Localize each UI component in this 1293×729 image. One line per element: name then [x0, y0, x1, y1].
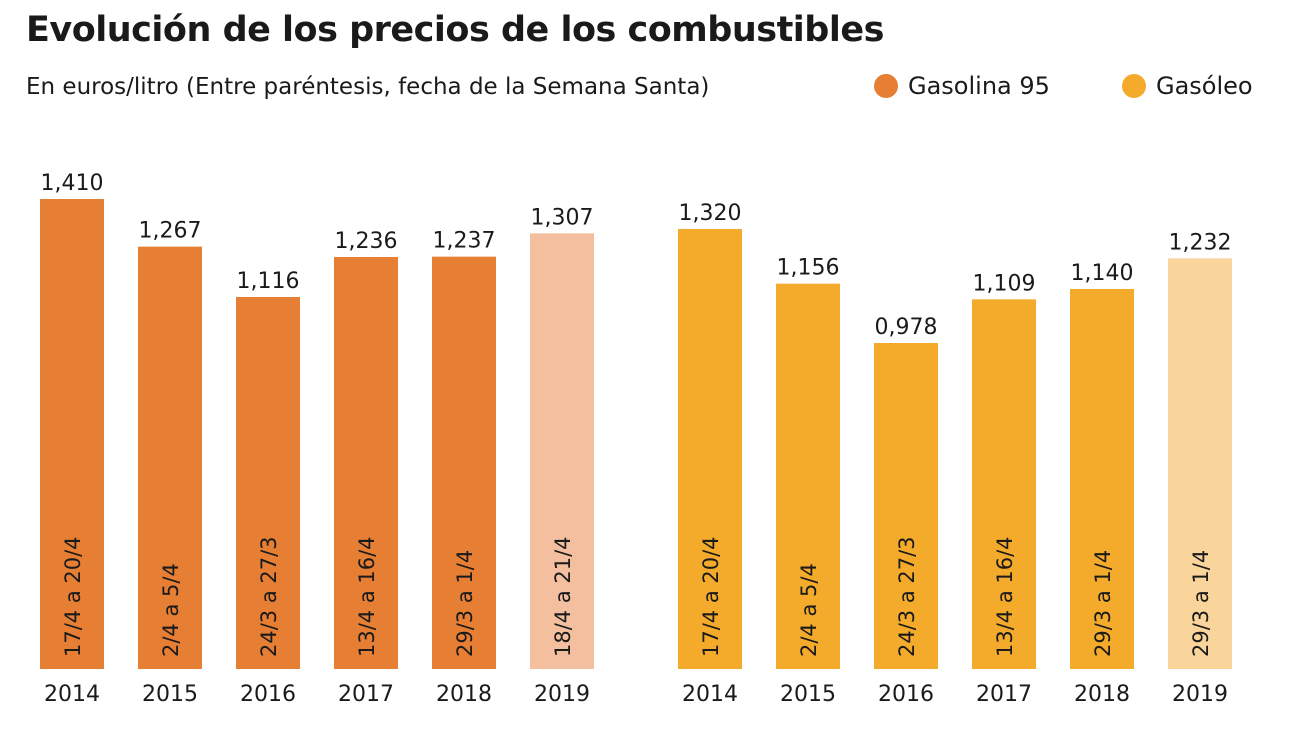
date-label-gasoleo-2018: 29/3 a 1/4: [1091, 550, 1115, 657]
value-label-gasoleo-2016: 0,978: [875, 315, 938, 340]
value-label-gasolina-2018: 1,237: [433, 229, 496, 254]
bar-gasolina-2016: [236, 297, 300, 669]
value-label-gasolina-2016: 1,116: [237, 269, 300, 294]
legend-item-gasolina: Gasolina 95: [874, 72, 1050, 100]
bar-gasoleo-2019: [1168, 258, 1232, 669]
chart-subtitle: En euros/litro (Entre paréntesis, fecha …: [26, 74, 710, 100]
x-tick-gasolina-2016: 2016: [240, 682, 296, 707]
value-label-gasoleo-2017: 1,109: [973, 271, 1036, 296]
legend-swatch-gasoleo: [1122, 74, 1146, 98]
date-label-gasolina-2014: 17/4 a 20/4: [61, 536, 85, 657]
value-label-gasoleo-2014: 1,320: [679, 201, 742, 226]
x-tick-gasolina-2019: 2019: [534, 682, 590, 707]
date-label-gasoleo-2015: 2/4 a 5/4: [797, 563, 821, 657]
value-label-gasolina-2015: 1,267: [139, 219, 202, 244]
x-tick-gasoleo-2015: 2015: [780, 682, 836, 707]
x-tick-gasoleo-2019: 2019: [1172, 682, 1228, 707]
x-tick-gasolina-2014: 2014: [44, 682, 100, 707]
x-tick-gasoleo-2018: 2018: [1074, 682, 1130, 707]
bar-gasolina-2014: [40, 199, 104, 669]
date-label-gasoleo-2016: 24/3 a 27/3: [895, 536, 919, 657]
date-label-gasoleo-2014: 17/4 a 20/4: [699, 536, 723, 657]
date-label-gasolina-2018: 29/3 a 1/4: [453, 550, 477, 657]
bar-gasolina-2018: [432, 256, 496, 669]
x-tick-gasolina-2017: 2017: [338, 682, 394, 707]
bar-gasoleo-2018: [1070, 289, 1134, 669]
x-tick-gasolina-2015: 2015: [142, 682, 198, 707]
legend-item-gasoleo: Gasóleo: [1122, 72, 1253, 100]
x-tick-gasolina-2018: 2018: [436, 682, 492, 707]
date-label-gasolina-2017: 13/4 a 16/4: [355, 536, 379, 657]
date-label-gasolina-2019: 18/4 a 21/4: [551, 536, 575, 657]
x-tick-gasoleo-2017: 2017: [976, 682, 1032, 707]
bar-gasoleo-2015: [776, 283, 840, 669]
value-label-gasolina-2017: 1,236: [335, 229, 398, 254]
date-label-gasoleo-2017: 13/4 a 16/4: [993, 536, 1017, 657]
bar-gasolina-2015: [138, 246, 202, 669]
bar-gasoleo-2017: [972, 299, 1036, 669]
bar-gasoleo-2016: [874, 343, 938, 669]
date-label-gasoleo-2019: 29/3 a 1/4: [1189, 550, 1213, 657]
bar-gasolina-2019: [530, 233, 594, 670]
value-label-gasoleo-2018: 1,140: [1071, 261, 1134, 286]
value-label-gasoleo-2019: 1,232: [1169, 230, 1232, 255]
bar-gasolina-2017: [334, 257, 398, 669]
value-label-gasolina-2019: 1,307: [531, 205, 594, 230]
chart-title: Evolución de los precios de los combusti…: [26, 10, 884, 50]
value-label-gasolina-2014: 1,410: [41, 171, 104, 196]
legend-swatch-gasolina: [874, 74, 898, 98]
date-label-gasolina-2015: 2/4 a 5/4: [159, 563, 183, 657]
bar-gasoleo-2014: [678, 229, 742, 669]
legend-label-gasoleo: Gasóleo: [1156, 72, 1253, 100]
value-label-gasoleo-2015: 1,156: [777, 256, 840, 281]
date-label-gasolina-2016: 24/3 a 27/3: [257, 536, 281, 657]
x-tick-gasoleo-2014: 2014: [682, 682, 738, 707]
x-tick-gasoleo-2016: 2016: [878, 682, 934, 707]
legend-label-gasolina: Gasolina 95: [908, 72, 1050, 100]
